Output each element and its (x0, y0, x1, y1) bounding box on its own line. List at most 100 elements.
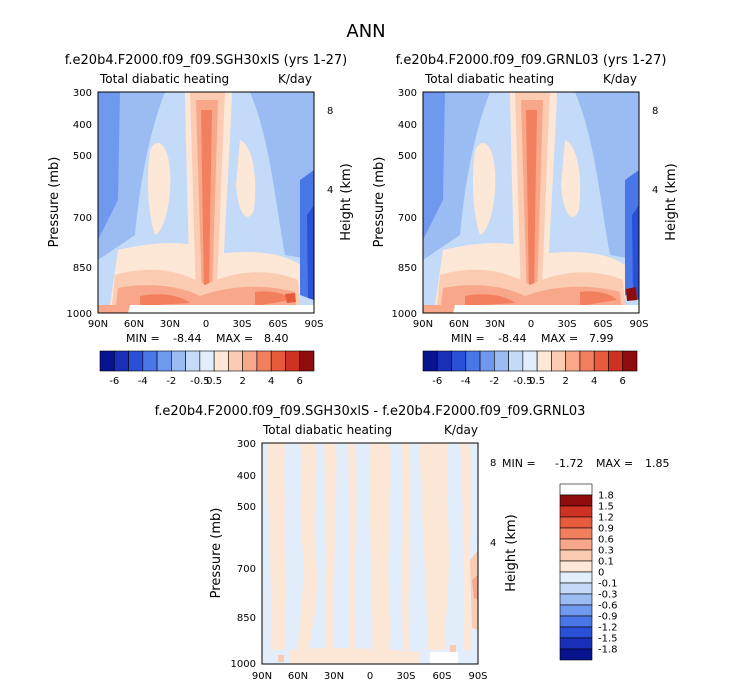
colorbar-label: 2 (239, 376, 245, 387)
x-tick-label: 0 (528, 319, 534, 330)
colorbar-swatch (228, 350, 243, 372)
units-label: K/day (278, 72, 312, 86)
panel-control: f.e20b4.F2000.f09_f09.SGH30xlS (yrs 1-27… (47, 53, 354, 387)
colorbar-swatch (299, 350, 315, 372)
x-tick-label: 30N (160, 319, 180, 330)
colorbar-swatch (551, 350, 566, 372)
max-label: MAX = (596, 457, 633, 470)
y-right-tick-label: 4 (490, 538, 496, 549)
colorbar-swatch (185, 350, 201, 372)
colorbar-label: 0.5 (529, 376, 545, 387)
y-axis-label: Pressure (mb) (209, 508, 224, 599)
colorbar-label: -2 (166, 376, 176, 387)
y-tick-label: 500 (398, 151, 417, 162)
colorbar-swatch (559, 527, 593, 540)
min-max-readout: MIN = -1.72 MAX = 1.85 (502, 457, 670, 470)
colorbar-swatch (451, 350, 467, 372)
colorbar-swatch (270, 350, 286, 372)
y-right-axis-label: Height (km) (339, 163, 354, 240)
min-value: -8.44 (173, 332, 201, 345)
x-tick-label: 60S (593, 319, 612, 330)
colorbar-swatch (559, 560, 593, 573)
y-right-tick-label: 8 (327, 106, 333, 117)
colorbar-label: 0.5 (206, 376, 222, 387)
colorbar-label: 0.3 (598, 546, 614, 557)
x-tick-label: 90N (252, 671, 272, 682)
y-tick-label: 700 (73, 213, 92, 224)
colorbar-swatch (465, 350, 481, 372)
x-tick-label: 90N (88, 319, 108, 330)
colorbar-label: 0.6 (598, 535, 614, 546)
colorbar: -6 -4 -2 -0.50.5 2 4 6 (99, 350, 315, 387)
x-tick-label: 60S (268, 319, 287, 330)
y-tick-label: 400 (73, 120, 92, 131)
colorbar-swatch (113, 350, 129, 372)
colorbar-label: 4 (591, 376, 597, 387)
y-right-tick-label: 4 (327, 185, 333, 196)
y-tick-label: 700 (398, 213, 417, 224)
min-value: -1.72 (555, 457, 583, 470)
colorbar-swatch (559, 549, 593, 562)
plot-frame (261, 442, 479, 665)
x-tick-label: 90S (629, 319, 648, 330)
colorbar-label: -1.2 (598, 623, 618, 634)
plot-frame (422, 91, 640, 314)
colorbar-label: -2 (489, 376, 499, 387)
y-tick-label: 850 (237, 613, 256, 624)
colorbar-label: 1.5 (598, 502, 614, 513)
colorbar-label: -4 (138, 376, 148, 387)
x-tick-label: 30S (396, 671, 415, 682)
colorbar-label: 1.8 (598, 491, 614, 502)
colorbar-label: -0.1 (598, 579, 618, 590)
y-right-tick-label: 8 (490, 458, 496, 469)
colorbar: 1.81.51.20.90.60.30.10-0.1-0.3-0.6-0.9-1… (559, 483, 618, 661)
panel-title: f.e20b4.F2000.f09_f09.GRNL03 (yrs 1-27) (396, 53, 667, 68)
colorbar-swatch (171, 350, 186, 372)
y-right-tick-label: 4 (652, 185, 658, 196)
max-value: 7.99 (589, 332, 614, 345)
min-max-readout: MIN = -8.44 MAX = 8.40 (126, 332, 289, 345)
y-tick-label: 850 (398, 263, 417, 274)
field-label: Total diabatic heating (424, 72, 554, 86)
colorbar-swatch (593, 350, 609, 372)
colorbar-swatch (559, 648, 593, 661)
y-tick-label: 850 (73, 263, 92, 274)
colorbar-swatch (559, 494, 593, 507)
colorbar-label: -0.9 (598, 612, 618, 623)
page-title: ANN (346, 21, 385, 42)
x-tick-label: 30S (557, 319, 576, 330)
colorbar-label: 2 (562, 376, 568, 387)
colorbar-swatch (213, 350, 229, 372)
x-tick-label: 60N (449, 319, 469, 330)
x-tick-label: 30N (485, 319, 505, 330)
panel-title: f.e20b4.F2000.f09_f09.SGH30xlS - f.e20b4… (155, 404, 586, 419)
colorbar-label: -4 (461, 376, 471, 387)
colorbar-label: 4 (268, 376, 274, 387)
colorbar-swatch (559, 516, 593, 529)
max-label: MAX = (216, 332, 253, 345)
colorbar-swatch (422, 350, 438, 372)
panel-title: f.e20b4.F2000.f09_f09.SGH30xlS (yrs 1-27… (65, 53, 347, 68)
min-value: -8.44 (498, 332, 526, 345)
x-axis: 90N 60N 30N 0 30S 60S 90S (413, 319, 649, 330)
colorbar-swatch (479, 350, 495, 372)
colorbar-swatch (608, 350, 624, 372)
colorbar-label: 6 (297, 376, 303, 387)
colorbar-swatch (128, 350, 144, 372)
y-axis-label: Pressure (mb) (47, 157, 62, 248)
x-tick-label: 90S (304, 319, 323, 330)
plot-frame (97, 91, 315, 314)
y-tick-label: 1000 (231, 659, 256, 670)
colorbar-swatch (559, 505, 593, 518)
colorbar-swatch (494, 350, 509, 372)
min-label: MIN = (126, 332, 160, 345)
colorbar-swatch (559, 604, 593, 617)
colorbar-label: -6 (432, 376, 442, 387)
units-label: K/day (444, 423, 478, 437)
y-tick-label: 700 (237, 564, 256, 575)
min-label: MIN = (451, 332, 485, 345)
y-tick-label: 300 (237, 439, 256, 450)
colorbar-swatch (559, 483, 593, 496)
panel-experiment: f.e20b4.F2000.f09_f09.GRNL03 (yrs 1-27) … (372, 53, 679, 387)
y-right-axis-label: Height (km) (504, 514, 519, 591)
